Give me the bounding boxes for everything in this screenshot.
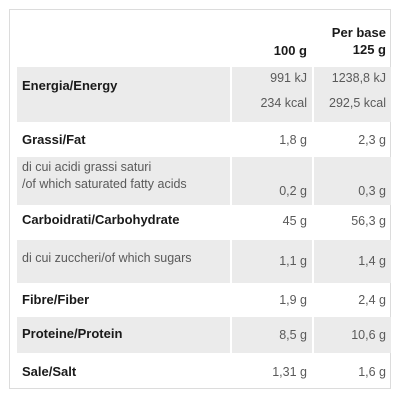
value-100g: 45 g bbox=[282, 214, 307, 228]
row-label-line2: /of which saturated fatty acids bbox=[22, 177, 187, 191]
table-row-energy: Energia/Energy 991 kJ 234 kcal 1238,8 kJ… bbox=[10, 67, 391, 122]
table-header: 100 g Per base 125 g bbox=[10, 10, 390, 66]
value-100g: 8,5 g bbox=[279, 328, 307, 342]
value-100g-kj: 991 kJ bbox=[270, 71, 307, 85]
table-row-saturated-fat: di cui acidi grassi saturi /of which sat… bbox=[10, 157, 391, 205]
value-100g-kcal: 234 kcal bbox=[260, 96, 307, 110]
value-base: 1,6 g bbox=[358, 365, 386, 379]
row-label: Carboidrati/Carbohydrate bbox=[22, 212, 180, 227]
value-base: 56,3 g bbox=[351, 214, 386, 228]
table-row-fat: Grassi/Fat 1,8 g 2,3 g bbox=[10, 122, 390, 156]
value-100g: 1,9 g bbox=[279, 293, 307, 307]
table-row-protein: Proteine/Protein 8,5 g 10,6 g bbox=[10, 317, 391, 353]
table-row-salt: Sale/Salt 1,31 g 1,6 g bbox=[10, 353, 390, 388]
value-base: 2,3 g bbox=[358, 133, 386, 147]
row-label: Proteine/Protein bbox=[22, 326, 123, 341]
row-label: Energia/Energy bbox=[22, 78, 118, 93]
value-base: 2,4 g bbox=[358, 293, 386, 307]
value-100g: 0,2 g bbox=[279, 184, 307, 198]
value-base: 10,6 g bbox=[351, 328, 386, 342]
value-base-kj: 1238,8 kJ bbox=[331, 71, 386, 85]
table-row-sugars: di cui zuccheri/of which sugars 1,1 g 1,… bbox=[10, 240, 391, 283]
value-100g: 1,31 g bbox=[272, 365, 307, 379]
table-row-carbohydrate: Carboidrati/Carbohydrate 45 g 56,3 g bbox=[10, 206, 390, 240]
row-label-line1: di cui acidi grassi saturi bbox=[22, 160, 152, 174]
header-base-line1: Per base bbox=[331, 25, 386, 40]
table-row-fiber: Fibre/Fiber 1,9 g 2,4 g bbox=[10, 283, 390, 317]
row-label: Sale/Salt bbox=[22, 364, 77, 379]
value-100g: 1,1 g bbox=[279, 254, 307, 268]
value-base: 0,3 g bbox=[358, 184, 386, 198]
value-base-kcal: 292,5 kcal bbox=[329, 96, 386, 110]
row-label: di cui zuccheri/of which sugars bbox=[22, 251, 192, 265]
header-base-line2: 125 g bbox=[352, 42, 386, 57]
header-100g-label: 100 g bbox=[273, 43, 307, 58]
value-100g: 1,8 g bbox=[279, 133, 307, 147]
nutrition-table: 100 g Per base 125 g Energia/Energy 991 … bbox=[9, 9, 391, 389]
header-cell-base: Per base 125 g bbox=[314, 10, 391, 66]
row-label: Grassi/Fat bbox=[22, 132, 86, 147]
value-base: 1,4 g bbox=[358, 254, 386, 268]
row-label: Fibre/Fiber bbox=[22, 292, 90, 307]
header-cell-100g: 100 g bbox=[232, 10, 312, 66]
